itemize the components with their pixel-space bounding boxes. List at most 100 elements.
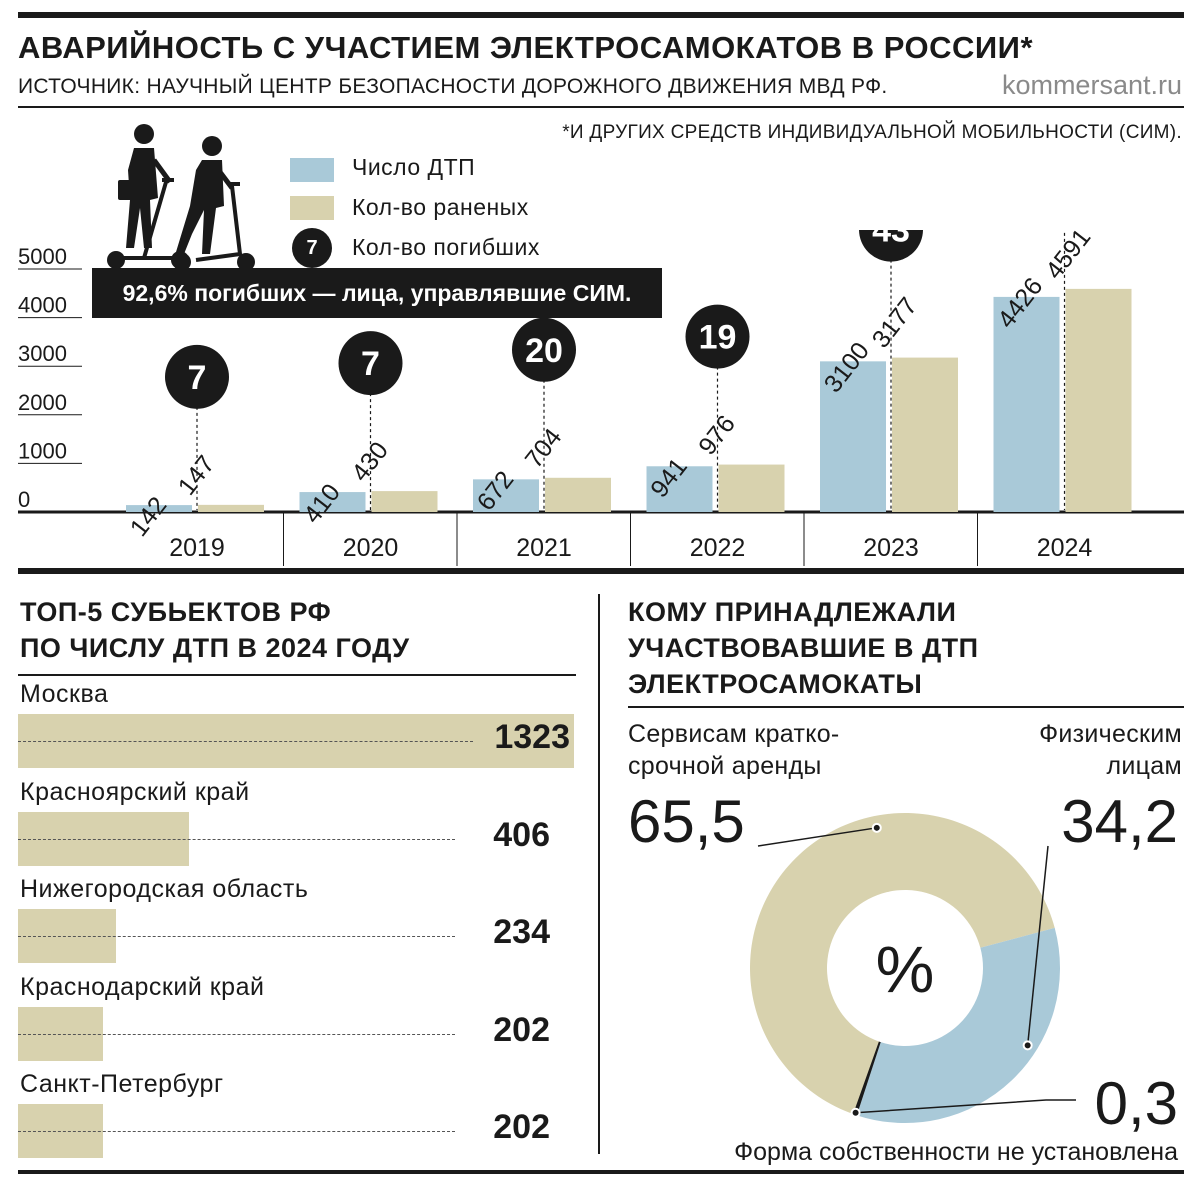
- killed-value: 7: [361, 345, 380, 383]
- section-divider: [18, 568, 1184, 574]
- killed-marker: [338, 331, 403, 396]
- y-tick-label: 2000: [18, 390, 67, 415]
- killed-value: 19: [699, 319, 737, 357]
- region-leader-line: [18, 838, 455, 840]
- data-label-injured: 3177: [867, 292, 923, 353]
- x-tick-label: 2024: [1037, 534, 1093, 562]
- private-label: Физическим лицам: [1039, 718, 1182, 782]
- x-tick-label: 2023: [863, 534, 919, 562]
- rental-label-line-2: срочной аренды: [628, 752, 822, 780]
- y-tick-label: 1000: [18, 438, 67, 463]
- rental-label-line-1: Сервисам кратко-: [628, 720, 840, 748]
- page-title: АВАРИЙНОСТЬ С УЧАСТИЕМ ЭЛЕКТРОСАМОКАТОВ …: [18, 30, 1034, 65]
- donut-slice: [853, 1041, 881, 1116]
- legend-swatch-accidents: [290, 158, 334, 182]
- bar-injured: [545, 477, 611, 512]
- legend-dot-killed: 7: [292, 228, 332, 268]
- bar-injured: [198, 504, 264, 512]
- bar-accidents: [993, 296, 1060, 512]
- rental-label: Сервисам кратко- срочной аренды: [628, 718, 840, 782]
- x-tick-label: 2021: [516, 534, 572, 562]
- y-tick-label: 0: [18, 487, 30, 512]
- killed-value: 7: [188, 359, 207, 397]
- donut-title-rule: [628, 706, 1184, 708]
- fatalities-banner: 92,6% погибших — лица, управлявшие СИМ.: [92, 268, 662, 318]
- y-tick-label: 3000: [18, 341, 67, 366]
- bar-injured: [371, 491, 438, 512]
- leader-rental: [757, 827, 877, 847]
- region-value: 406: [493, 815, 550, 854]
- region-name: Красноярский край: [20, 777, 250, 806]
- regions-title-line-1: ТОП-5 СУБЬЕКТОВ РФ: [20, 597, 332, 627]
- donut-center-label: %: [876, 932, 935, 1006]
- data-label-injured: 4591: [1040, 230, 1096, 285]
- regions-title-line-2: ПО ЧИСЛУ ДТП В 2024 ГОДУ: [20, 633, 410, 663]
- bar-injured: [718, 464, 785, 512]
- regions-title: ТОП-5 СУБЬЕКТОВ РФ ПО ЧИСЛУ ДТП В 2024 Г…: [20, 594, 410, 666]
- legend-label-accidents: Число ДТП: [352, 154, 476, 180]
- legend-label-injured: Кол-во раненых: [352, 194, 529, 220]
- killed-value: 20: [525, 332, 563, 370]
- killed-marker: [859, 230, 923, 262]
- top-rule: [18, 12, 1184, 18]
- region-name: Нижегородская область: [20, 875, 309, 903]
- killed-value: 43: [872, 230, 910, 250]
- region-value: 1323: [494, 718, 570, 756]
- donut-title-line-3: ЭЛЕКТРОСАМОКАТЫ: [628, 669, 923, 699]
- killed-marker: [165, 344, 229, 409]
- x-tick-label: 2019: [169, 534, 225, 562]
- footnote: *И ДРУГИХ СРЕДСТВ ИНДИВИДУАЛЬНОЙ МОБИЛЬН…: [562, 122, 1182, 143]
- x-tick-label: 2020: [343, 534, 399, 562]
- region-value: 234: [493, 913, 550, 951]
- region-leader-line: [18, 1131, 455, 1132]
- leader-dot: [871, 822, 882, 833]
- leader-unknown: [855, 1099, 1076, 1114]
- private-label-line-1: Физическим: [1039, 720, 1182, 748]
- donut-title-line-2: УЧАСТВОВАВШИЕ В ДТП: [628, 633, 979, 663]
- y-tick-label: 4000: [18, 293, 67, 318]
- regions-title-rule: [18, 674, 576, 676]
- donut-slice: [750, 813, 1055, 1115]
- x-tick-label: 2022: [690, 534, 746, 562]
- leader-dot: [850, 1107, 861, 1118]
- y-tick-label: 5000: [18, 244, 67, 269]
- donut-title: КОМУ ПРИНАДЛЕЖАЛИ УЧАСТВОВАВШИЕ В ДТП ЭЛ…: [628, 594, 979, 702]
- legend-swatch-injured: [290, 196, 334, 220]
- accidents-bar-chart: 0100020003000400050001421477201941043072…: [18, 230, 1184, 566]
- region-name: Санкт-Петербург: [20, 1070, 224, 1098]
- bar-injured: [892, 357, 958, 512]
- bar-accidents: [473, 479, 539, 512]
- scooter-riders-icon: [107, 124, 255, 271]
- bottom-rule: [18, 1170, 1184, 1174]
- region-leader-line: [18, 936, 455, 937]
- leader-dot: [1022, 1040, 1033, 1051]
- killed-marker: [685, 304, 750, 369]
- region-name: Москва: [20, 680, 109, 708]
- data-label-accidents: 142: [125, 492, 173, 542]
- bar-injured: [1065, 288, 1132, 512]
- rental-value: 65,5: [628, 788, 745, 855]
- private-label-line-2: лицам: [1106, 752, 1182, 780]
- legend-label-killed: Кол-во погибших: [352, 234, 540, 260]
- donut-title-line-1: КОМУ ПРИНАДЛЕЖАЛИ: [628, 597, 957, 627]
- bar-accidents: [820, 361, 886, 512]
- bar-accidents: [646, 466, 713, 512]
- bar-accidents: [299, 492, 366, 512]
- bar-accidents: [126, 505, 192, 512]
- region-leader-line: [18, 741, 473, 742]
- data-label-accidents: 410: [298, 479, 346, 529]
- source-note: ИСТОЧНИК: НАУЧНЫЙ ЦЕНТР БЕЗОПАСНОСТИ ДОР…: [18, 75, 888, 98]
- header-divider: [18, 106, 1184, 108]
- region-leader-line: [18, 1033, 455, 1035]
- unknown-label: Форма собственности не установлена: [734, 1138, 1178, 1166]
- unknown-value: 0,3: [1095, 1070, 1178, 1137]
- donut-slice: [856, 927, 1060, 1123]
- private-value: 34,2: [1061, 788, 1178, 855]
- region-value: 202: [493, 1010, 550, 1049]
- brand-logo[interactable]: kommersant.ru: [1001, 70, 1182, 100]
- region-name: Краснодарский край: [20, 972, 265, 1001]
- killed-marker: [512, 317, 576, 382]
- column-divider: [598, 594, 600, 1154]
- leader-private: [1026, 845, 1049, 1046]
